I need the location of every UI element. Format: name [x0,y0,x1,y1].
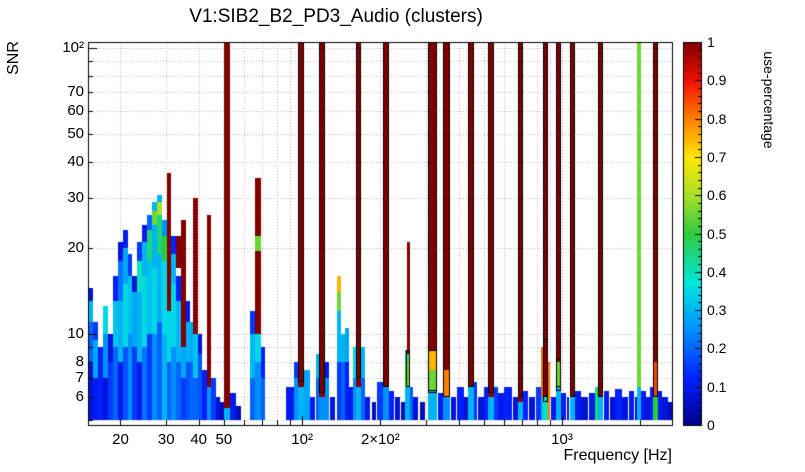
chart-title: V1:SIB2_B2_PD3_Audio (clusters) [189,6,483,27]
colorbar-tick-label: 0.8 [707,110,727,127]
colorbar-title: use-percentage [761,51,777,149]
x-tick-label: 2×10² [360,431,400,448]
y-tick-label: 6 [75,388,84,406]
colorbar-tick-label: 0.6 [707,187,727,204]
y-axis-title: SNR [5,41,22,75]
x-tick-label: 40 [190,431,208,448]
y-tick-label: 20 [67,238,84,256]
y-tick-label: 7 [75,369,84,387]
y-tick-label: 60 [67,102,84,120]
colorbar-tick-label: 0.1 [707,378,727,395]
x-tick-label: 50 [215,431,233,448]
y-tick-label: 70 [67,83,84,101]
x-tick-label: 10² [291,431,313,448]
colorbar-tick-label: 0.9 [707,72,727,89]
y-tick-label: 40 [67,152,84,170]
x-axis-title: Frequency [Hz] [563,447,672,464]
colorbar-tick-label: 0.3 [707,302,727,319]
colorbar-tick-label: 0.2 [707,340,727,357]
y-tick-label: 10 [67,324,84,342]
x-tick-label: 30 [157,431,175,448]
x-tick-label: 10³ [551,431,573,448]
y-tick-label: 8 [75,352,84,370]
colorbar-tick-label: 0.7 [707,148,727,165]
y-tick-label: 50 [67,125,84,143]
x-tick-label: 20 [112,431,129,448]
y-tick-label: 10² [62,39,84,57]
colorbar-tick-label: 1 [707,34,715,50]
colorbar-tick-label: 0.5 [707,225,727,242]
colorbar-tick-label: 0.4 [707,263,727,280]
colorbar-tick-label: 0 [707,417,715,433]
y-tick-label: 30 [67,188,84,206]
